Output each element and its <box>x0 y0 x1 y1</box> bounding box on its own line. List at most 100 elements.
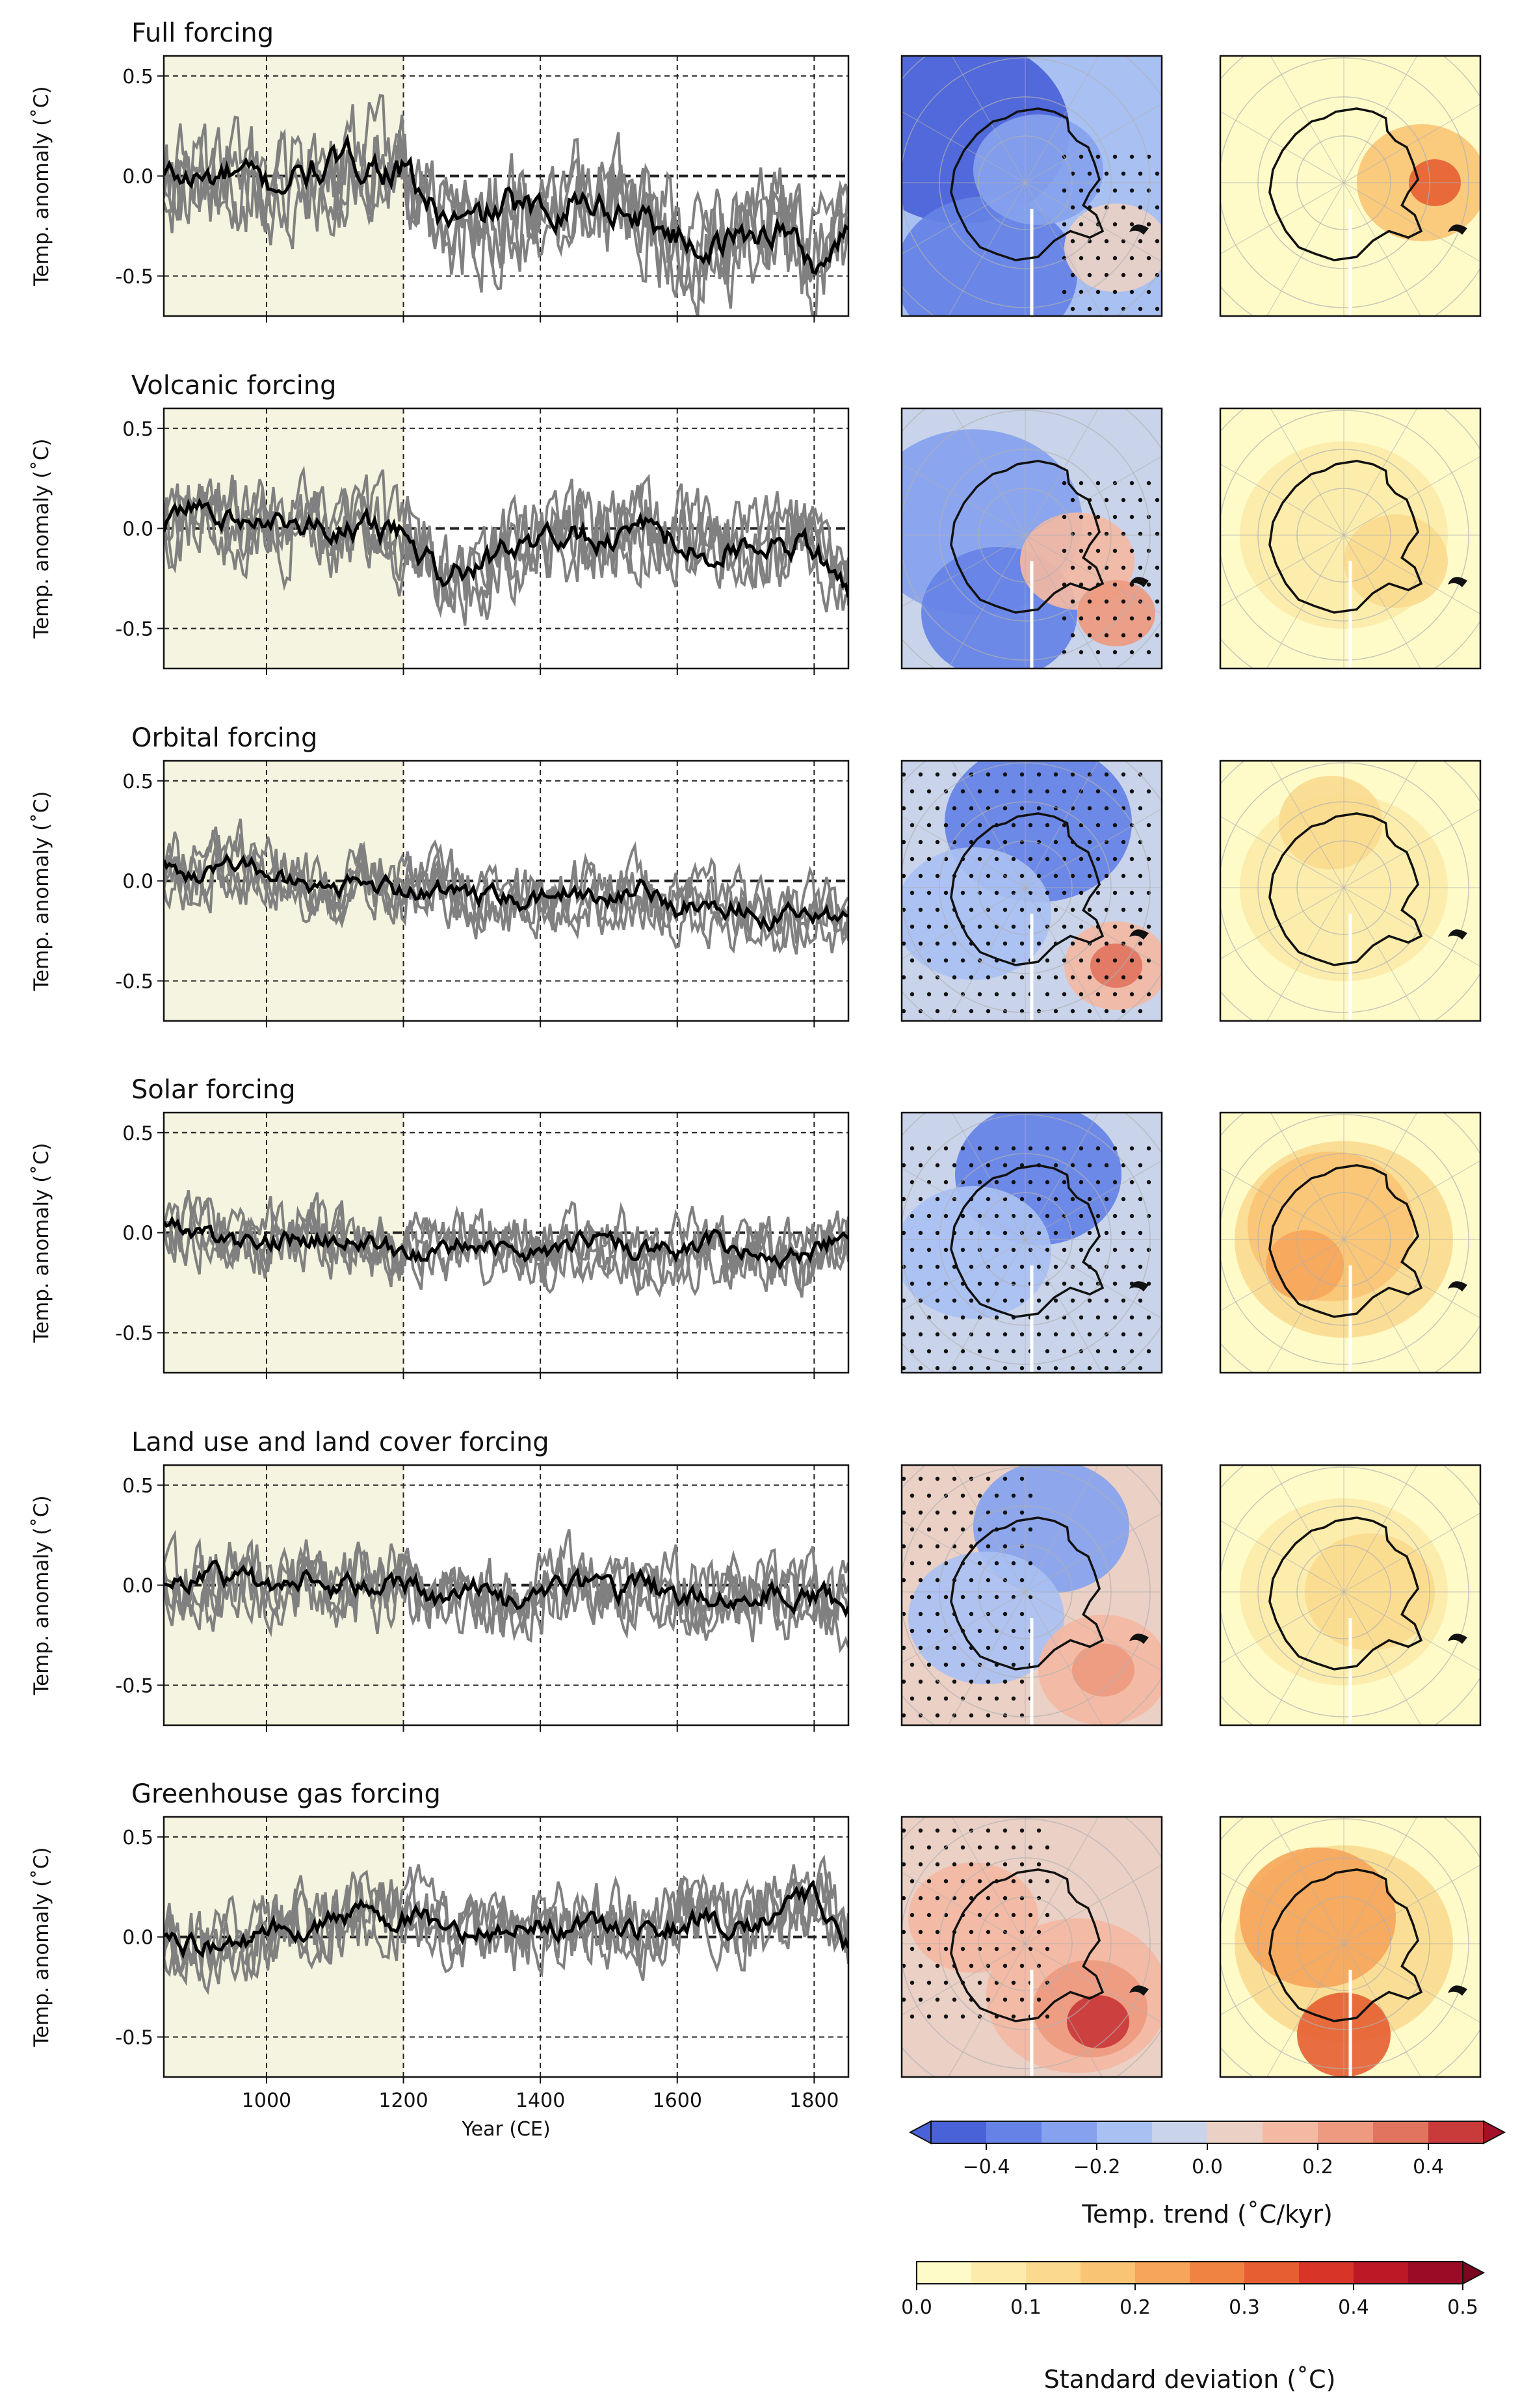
significance-dot <box>1104 1366 1109 1371</box>
significance-dot <box>1146 1349 1151 1354</box>
significance-dot <box>986 1009 991 1014</box>
significance-dot <box>1002 1264 1008 1269</box>
significance-dot <box>977 856 982 862</box>
significance-dot <box>918 1264 923 1269</box>
significance-dot <box>1053 1332 1058 1337</box>
ensemble-member-line <box>164 465 848 618</box>
significance-dot <box>927 1812 931 1816</box>
significance-dot <box>893 1812 897 1816</box>
map-frame <box>1219 1111 1482 1374</box>
significance-dot <box>1002 1163 1008 1168</box>
significance-dot <box>1011 1912 1016 1918</box>
significance-dot <box>1181 222 1185 226</box>
significance-dot <box>1053 1230 1058 1236</box>
ensemble-member-line <box>164 1537 848 1641</box>
significance-dot <box>910 1180 915 1185</box>
plot-frame <box>163 407 850 670</box>
significance-dot <box>1070 633 1075 638</box>
significance-dot <box>1053 1009 1058 1014</box>
significance-dot <box>995 1812 999 1816</box>
significance-dot <box>1138 907 1143 912</box>
significance-dot <box>1095 1146 1101 1151</box>
significance-dot <box>893 1180 897 1184</box>
significance-dot <box>1045 823 1050 828</box>
significance-dot <box>986 1896 991 1901</box>
antarctica-coastline <box>1268 1164 1423 1318</box>
longitude-line <box>1343 1239 1422 1373</box>
significance-dot <box>994 1594 999 1600</box>
significance-dot <box>977 992 982 997</box>
significance-dot <box>952 941 957 946</box>
significance-dot <box>926 789 932 794</box>
significance-dot <box>943 1247 949 1252</box>
significance-dot <box>1070 1009 1075 1014</box>
significance-dot <box>1079 1315 1084 1320</box>
colorbar-tick-label: −0.4 <box>963 2156 1010 2178</box>
significance-dot <box>1019 907 1025 912</box>
significance-dot <box>1019 772 1025 777</box>
significance-dot <box>902 806 906 811</box>
significance-dot <box>1070 975 1075 980</box>
significance-dot <box>1011 823 1016 828</box>
colorbar-max-arrow <box>1483 2120 1506 2145</box>
significance-dot <box>902 1544 906 1549</box>
significance-dot <box>926 1594 932 1600</box>
significance-dot <box>910 1594 915 1600</box>
significance-dot <box>935 772 940 777</box>
significance-dot <box>1002 1645 1008 1650</box>
significance-dot <box>1198 583 1201 587</box>
significance-dot <box>1012 756 1016 760</box>
longitude-line <box>1220 182 1344 255</box>
south-america-tip <box>1448 224 1467 235</box>
significance-dot <box>1079 1213 1084 1219</box>
colorbar-swatch <box>1026 2262 1081 2284</box>
significance-dot <box>1130 756 1134 760</box>
significance-dot <box>1198 222 1201 226</box>
std-dev-colorbar: 0.0 0.1 0.2 0.3 0.4 0.5 Standard deviation (˚C… <box>901 2260 1486 2394</box>
significance-dot <box>1045 1845 1050 1850</box>
significance-dot <box>969 1929 974 1935</box>
significance-dot <box>994 890 999 895</box>
significance-dot <box>1045 992 1050 997</box>
significance-dot <box>1155 306 1160 311</box>
significance-dot <box>926 1281 932 1286</box>
significance-dot <box>994 1561 999 1566</box>
significance-dot <box>1155 171 1160 176</box>
significance-dot <box>1095 514 1101 520</box>
significance-dot <box>935 1862 940 1867</box>
significance-dot <box>893 1629 897 1633</box>
significance-dot <box>1181 290 1185 294</box>
significance-dot <box>1062 823 1067 828</box>
significance-dot <box>935 1896 940 1901</box>
significance-dot <box>960 1527 965 1532</box>
significance-dot <box>1164 650 1168 654</box>
significance-dot <box>893 1146 897 1150</box>
significance-dot <box>1129 1349 1134 1354</box>
significance-dot <box>1129 256 1134 261</box>
significance-dot <box>935 1298 940 1303</box>
significance-dot <box>1028 1912 1033 1918</box>
significance-dot <box>994 1696 999 1701</box>
significance-dot <box>1011 1980 1016 1985</box>
significance-dot <box>1036 907 1042 912</box>
antarctica-coastline <box>950 107 1105 261</box>
significance-dot <box>960 1493 965 1498</box>
significance-dot <box>918 1544 923 1549</box>
significance-dot <box>1181 650 1185 654</box>
significance-dot <box>893 1561 897 1565</box>
south-america-tip <box>1448 577 1467 587</box>
significance-dot <box>1189 172 1193 176</box>
significance-dot <box>1164 222 1168 226</box>
significance-dot <box>1019 1163 1025 1168</box>
significance-dot <box>1121 975 1126 980</box>
significance-dot <box>952 1862 957 1867</box>
significance-dot <box>1198 616 1201 620</box>
longitude-line <box>902 463 1026 536</box>
significance-dot <box>952 1298 957 1303</box>
significance-dot <box>902 1896 906 1901</box>
longitude-line <box>1343 1591 1480 1671</box>
significance-dot <box>1146 481 1151 486</box>
significance-dot <box>1062 1349 1067 1354</box>
significance-dot <box>1138 1009 1143 1014</box>
significance-dot <box>926 1493 932 1498</box>
